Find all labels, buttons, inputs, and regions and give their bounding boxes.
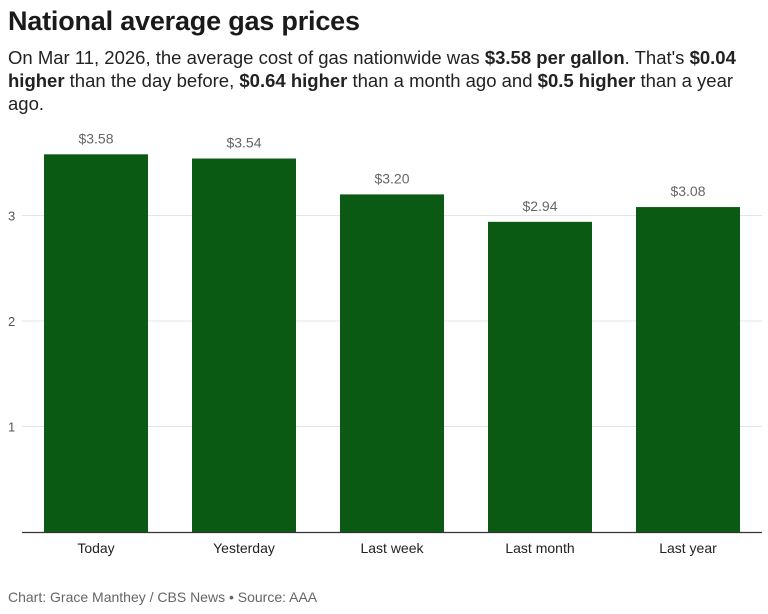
subtitle-change-year: $0.5 higher (537, 70, 636, 91)
chart-credit: Chart: Grace Manthey / CBS News (8, 589, 226, 605)
chart-source: Source: AAA (237, 589, 318, 605)
x-tick-label: Today (77, 540, 114, 556)
bar (44, 154, 148, 532)
bar (340, 194, 444, 532)
bar (488, 221, 592, 532)
bars (44, 154, 740, 532)
chart-footer: Chart: Grace Manthey / CBS News • Source… (8, 589, 317, 605)
subtitle-text-1: On Mar 11, 2026, the average cost of gas… (8, 47, 485, 68)
data-label: $2.94 (522, 198, 557, 214)
data-label: $3.20 (374, 170, 409, 186)
subtitle-change-day: $0.04 higher (8, 47, 736, 91)
subtitle-price-today: $3.58 per gallon (484, 47, 625, 68)
bar (636, 207, 740, 532)
y-tick-label: 2 (8, 314, 15, 329)
footer-separator: • (228, 589, 234, 605)
subtitle-text-3: than the day before, (64, 70, 240, 91)
x-tick-label: Last year (659, 540, 717, 556)
x-axis-labels: Today Yesterday Last week Last month Last ye… (77, 540, 717, 556)
x-tick-label: Last week (360, 540, 424, 556)
data-label: $3.58 (78, 130, 113, 146)
subtitle-change-month: $0.64 higher (239, 70, 348, 91)
data-label: $3.54 (226, 135, 261, 151)
bar (192, 158, 296, 532)
y-axis-ticks: 1 2 3 (8, 209, 15, 435)
x-tick-label: Last month (505, 540, 574, 556)
data-labels: $3.58 $3.54 $3.20 $2.94 $3.08 (78, 130, 705, 214)
chart-subtitle: On Mar 11, 2026, the average cost of gas… (8, 46, 760, 115)
x-tick-label: Yesterday (213, 540, 275, 556)
subtitle-text-2: . That's (624, 47, 690, 68)
subtitle-text-5: than a year ago. (8, 70, 734, 114)
y-tick-label: 3 (8, 209, 15, 224)
chart-title: National average gas prices (8, 6, 360, 36)
y-tick-label: 1 (8, 420, 15, 435)
data-label: $3.08 (670, 183, 705, 199)
subtitle-text-4: than a month ago and (347, 70, 538, 91)
